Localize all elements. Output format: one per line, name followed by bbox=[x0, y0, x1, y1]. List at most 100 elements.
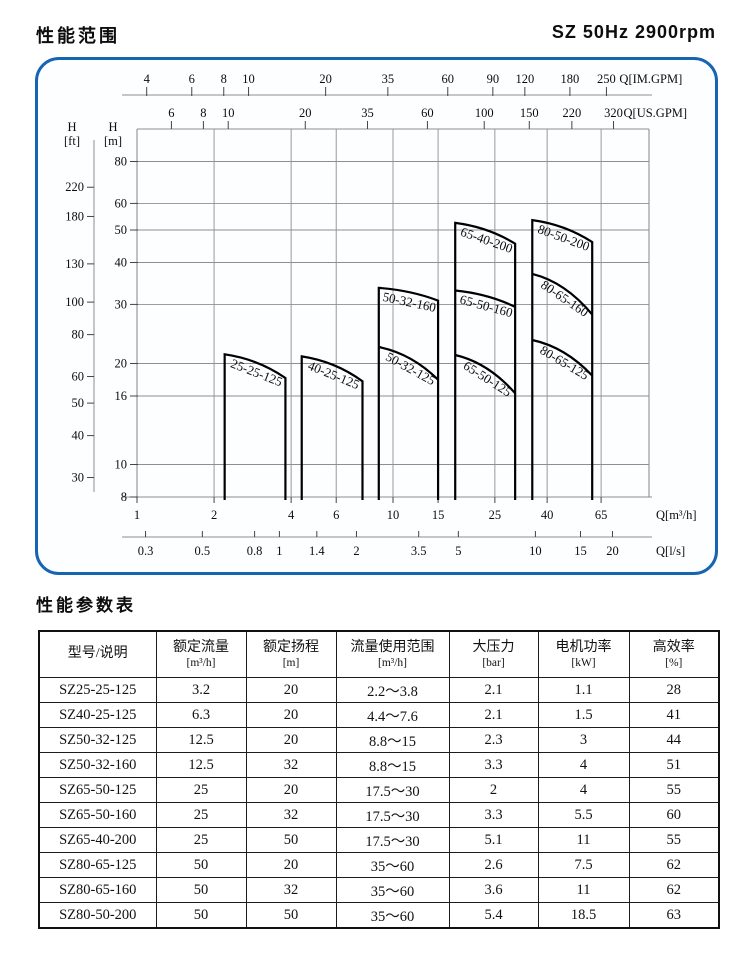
axis-tick-label: 25 bbox=[489, 508, 502, 522]
table-cell: 12.5 bbox=[155, 727, 247, 753]
axis-title-imgpm: Q[IM.GPM] bbox=[619, 72, 682, 86]
table-row: SZ80-65-160 50 32 35～60 3.6 11 62 bbox=[38, 877, 720, 903]
axis-tick-label: [ft] bbox=[64, 134, 80, 148]
model-cell: SZ50-32-125 bbox=[38, 727, 157, 753]
chart-container: 4 6 8 10 20 35 60 90 120 180 250 Q[IM.GPM] 6 8 10 20 35 6… bbox=[35, 57, 718, 575]
column-header: 电机功率 [kW] bbox=[537, 630, 630, 678]
pump-range-outline bbox=[300, 355, 364, 500]
column-unit: [m] bbox=[282, 657, 300, 670]
table-cell: 41 bbox=[628, 702, 720, 728]
table-cell: 51 bbox=[628, 752, 720, 778]
table-cell: 7.5 bbox=[537, 852, 630, 878]
table-cell: 4 bbox=[537, 752, 630, 778]
axis-tick-label: 30 bbox=[115, 297, 128, 311]
table-row: SZ65-40-200 25 50 17.5～30 5.1 11 55 bbox=[38, 827, 720, 853]
axis-tick-label: [m] bbox=[104, 134, 122, 148]
axis-tick-label: 60 bbox=[115, 196, 128, 210]
axis-tick-label: 2 bbox=[211, 508, 217, 522]
axis-tick-label: 15 bbox=[574, 544, 587, 558]
table-row: SZ80-50-200 50 50 35～60 5.4 18.5 63 bbox=[38, 902, 720, 929]
table-cell: 25 bbox=[155, 777, 247, 803]
table-cell: 50 bbox=[245, 902, 337, 929]
model-cell: SZ50-32-160 bbox=[38, 752, 157, 778]
axis-tick-label: 80 bbox=[72, 328, 85, 342]
axis-tick-label: 10 bbox=[222, 106, 235, 120]
table-cell: 20 bbox=[245, 777, 337, 803]
axis-tick-label: 10 bbox=[529, 544, 542, 558]
axis-tick-label: 10 bbox=[115, 457, 128, 471]
axis-tick-label: 100 bbox=[65, 295, 84, 309]
column-unit: [%] bbox=[665, 657, 683, 670]
table-cell: 20 bbox=[245, 677, 337, 703]
table-cell: 32 bbox=[245, 752, 337, 778]
axis-tick-label: 30 bbox=[72, 471, 85, 485]
table-cell: 63 bbox=[628, 902, 720, 929]
table-row: SZ65-50-125 25 20 17.5～30 2 4 55 bbox=[38, 777, 720, 803]
table-cell: 18.5 bbox=[537, 902, 630, 929]
axis-tick-label: 65 bbox=[595, 508, 608, 522]
axis-tick-label: 320 bbox=[604, 106, 623, 120]
column-unit: [kW] bbox=[571, 657, 596, 670]
table-cell: 2.6 bbox=[448, 852, 539, 878]
table-cell: 4 bbox=[537, 777, 630, 803]
axis-tick-label: 40 bbox=[115, 256, 128, 270]
pump-model-label: 50-32-125 bbox=[383, 349, 438, 388]
axis-tick-label: 220 bbox=[65, 180, 84, 194]
axis-tick-label: 50 bbox=[115, 223, 128, 237]
axis-tick-label: 90 bbox=[487, 72, 500, 86]
axis-tick-label: 180 bbox=[65, 209, 84, 223]
axis-tick-label: 120 bbox=[515, 72, 534, 86]
axis-tick-label: 35 bbox=[361, 106, 374, 120]
table-cell: 35～60 bbox=[335, 902, 450, 929]
axis-tick-label: 60 bbox=[421, 106, 434, 120]
table-cell: 1.1 bbox=[537, 677, 630, 703]
axis-tick-label: 40 bbox=[541, 508, 554, 522]
table-cell: 2.2～3.8 bbox=[335, 677, 450, 703]
table-cell: 2.3 bbox=[448, 727, 539, 753]
pump-range-outline bbox=[454, 353, 516, 395]
axis-tick-label: 6 bbox=[168, 106, 174, 120]
pump-model-label: 65-50-125 bbox=[461, 358, 515, 400]
table-row: SZ50-32-160 12.5 32 8.8～15 3.3 4 51 bbox=[38, 752, 720, 778]
pump-range-outline bbox=[532, 272, 594, 316]
pump-model-label: 25-25-125 bbox=[229, 356, 285, 390]
axis-tick-label: 4 bbox=[288, 508, 295, 522]
table-cell: 60 bbox=[628, 802, 720, 828]
table-cell: 55 bbox=[628, 777, 720, 803]
table-cell: 4.4～7.6 bbox=[335, 702, 450, 728]
axis-tick-label: 20 bbox=[299, 106, 312, 120]
axis-tick-label: 1 bbox=[134, 508, 140, 522]
model-cell: SZ40-25-125 bbox=[38, 702, 157, 728]
table-cell: 3.6 bbox=[448, 877, 539, 903]
table-cell: 20 bbox=[245, 727, 337, 753]
axis-tick-label: 1 bbox=[276, 544, 282, 558]
table-cell: 5.4 bbox=[448, 902, 539, 929]
table-cell: 6.3 bbox=[155, 702, 247, 728]
column-unit: [m³/h] bbox=[186, 657, 216, 670]
table-title: 性能参数表 bbox=[36, 596, 136, 615]
axis-title-hft: H bbox=[67, 120, 76, 134]
table-row: SZ40-25-125 6.3 20 4.4～7.6 2.1 1.5 41 bbox=[38, 702, 720, 728]
axis-title-hm: H bbox=[108, 120, 117, 134]
column-header: 型号/说明 bbox=[38, 630, 157, 678]
axis-tick-label: 3.5 bbox=[411, 544, 427, 558]
table-cell: 25 bbox=[155, 802, 247, 828]
axis-tick-label: 6 bbox=[333, 508, 339, 522]
table-header-row: 型号/说明 额定流量 [m³/h] 额定扬程 [m] 流量使用范围 [m³/h] 大压力 [ba… bbox=[38, 630, 720, 678]
table-cell: 17.5～30 bbox=[335, 827, 450, 853]
axis-tick-label: 8 bbox=[200, 106, 206, 120]
axis-tick-label: 60 bbox=[442, 72, 455, 86]
column-unit: [bar] bbox=[482, 657, 505, 670]
pump-range-outline bbox=[532, 338, 594, 377]
table-cell: 3.3 bbox=[448, 802, 539, 828]
model-cell: SZ65-50-160 bbox=[38, 802, 157, 828]
axis-tick-label: 8 bbox=[121, 490, 127, 504]
axis-tick-label: 130 bbox=[65, 257, 84, 271]
axis-tick-label: 40 bbox=[72, 429, 85, 443]
axis-tick-label: 15 bbox=[432, 508, 445, 522]
axis-title-m3h: Q[m³/h] bbox=[656, 508, 697, 522]
table-row: SZ50-32-125 12.5 20 8.8～15 2.3 3 44 bbox=[38, 727, 720, 753]
pump-range-outline bbox=[531, 218, 594, 500]
model-cell: SZ80-65-125 bbox=[38, 852, 157, 878]
